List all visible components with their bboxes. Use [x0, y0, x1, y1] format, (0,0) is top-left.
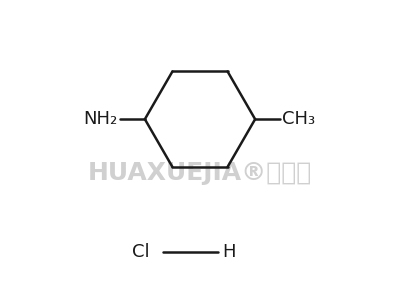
Text: HUAXUEJIA®化学加: HUAXUEJIA®化学加 [88, 161, 312, 185]
Text: CH₃: CH₃ [282, 110, 315, 128]
Text: Cl: Cl [132, 243, 150, 261]
Text: NH₂: NH₂ [84, 110, 118, 128]
Text: H: H [222, 243, 236, 261]
